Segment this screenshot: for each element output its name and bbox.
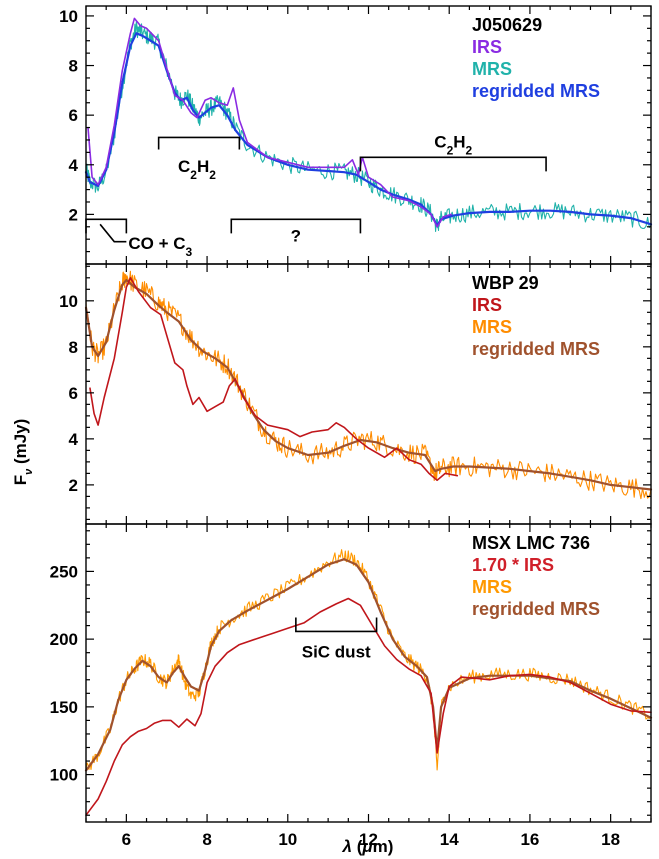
co-connector: [99, 223, 127, 243]
annotation-label: C2H2: [178, 157, 216, 182]
bracket: [230, 218, 362, 234]
annotation-sic-dust: SiC dust: [302, 642, 371, 661]
x-axis-label-rest: m): [373, 837, 394, 856]
legend-entry: WBP 29: [472, 273, 539, 293]
legend-entry: J050629: [472, 15, 542, 35]
y-axis-label-f: F: [11, 475, 30, 485]
x-tick-label: 6: [122, 830, 131, 849]
x-tick-label: 14: [440, 830, 459, 849]
bracket: [85, 218, 128, 234]
y-tick-label: 150: [50, 698, 78, 717]
y-tick-label: 2: [69, 476, 78, 495]
y-axis-label: Fν (mJy): [11, 419, 35, 486]
bracket: [157, 136, 241, 150]
x-axis-label-open: (: [352, 837, 363, 856]
series-line-mrs: [85, 270, 652, 500]
y-tick-label: 8: [69, 57, 78, 76]
series-line-regridded-mrs: [84, 32, 653, 227]
annotation-label: CO + C3: [128, 234, 192, 259]
y-axis-label-unit: (mJy): [11, 419, 30, 469]
series-line-irs: [89, 277, 459, 482]
legend-entry: MRS: [472, 577, 512, 597]
y-tick-label: 2: [69, 205, 78, 224]
x-tick-label: 18: [601, 830, 620, 849]
legend-entry: MRS: [472, 317, 512, 337]
series-line-mrs: [85, 20, 652, 233]
legend-entry: IRS: [472, 295, 502, 315]
legend-entry: 1.70 * IRS: [472, 555, 554, 575]
annotation-label: ?: [291, 227, 301, 246]
x-tick-label: 10: [278, 830, 297, 849]
series-line-regridded-mrs: [84, 558, 653, 772]
x-axis-label: λ (μm): [342, 837, 394, 856]
x-tick-label: 12: [359, 830, 378, 849]
x-axis-label-mu: μ: [361, 837, 373, 856]
y-tick-label: 250: [50, 562, 78, 581]
series-line-1-70-irs: [85, 597, 652, 816]
y-tick-label: 4: [69, 430, 79, 449]
y-tick-label: 6: [69, 384, 78, 403]
panel-frame: [85, 263, 652, 525]
legend-entry: regridded MRS: [472, 81, 600, 101]
y-tick-label: 10: [59, 292, 78, 311]
legend-entry: regridded MRS: [472, 339, 600, 359]
legend-entry: regridded MRS: [472, 599, 600, 619]
y-tick-label: 10: [59, 7, 78, 26]
x-tick-label: 8: [202, 830, 211, 849]
y-tick-label: 4: [69, 156, 79, 175]
y-tick-label: 100: [50, 766, 78, 785]
panel-frame: [85, 5, 652, 265]
x-tick-label: 16: [520, 830, 539, 849]
legend-entry: IRS: [472, 37, 502, 57]
bracket: [359, 156, 547, 172]
annotation-label: C2H2: [434, 132, 472, 157]
series-line-regridded-mrs: [84, 279, 653, 491]
y-tick-label: 8: [69, 338, 78, 357]
series-line-irs: [87, 17, 452, 228]
series-line-mrs: [85, 549, 652, 771]
x-axis-label-lambda: λ: [342, 837, 352, 856]
y-tick-label: 200: [50, 630, 78, 649]
legend-entry: MRS: [472, 59, 512, 79]
y-axis-label-nu: ν: [23, 468, 35, 475]
sic-bracket: [295, 617, 378, 633]
y-tick-label: 6: [69, 106, 78, 125]
legend-entry: MSX LMC 736: [472, 533, 590, 553]
